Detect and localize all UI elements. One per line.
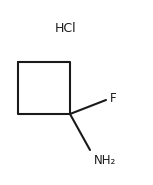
- Text: NH₂: NH₂: [94, 154, 116, 167]
- Text: HCl: HCl: [55, 21, 77, 34]
- Text: F: F: [110, 92, 117, 105]
